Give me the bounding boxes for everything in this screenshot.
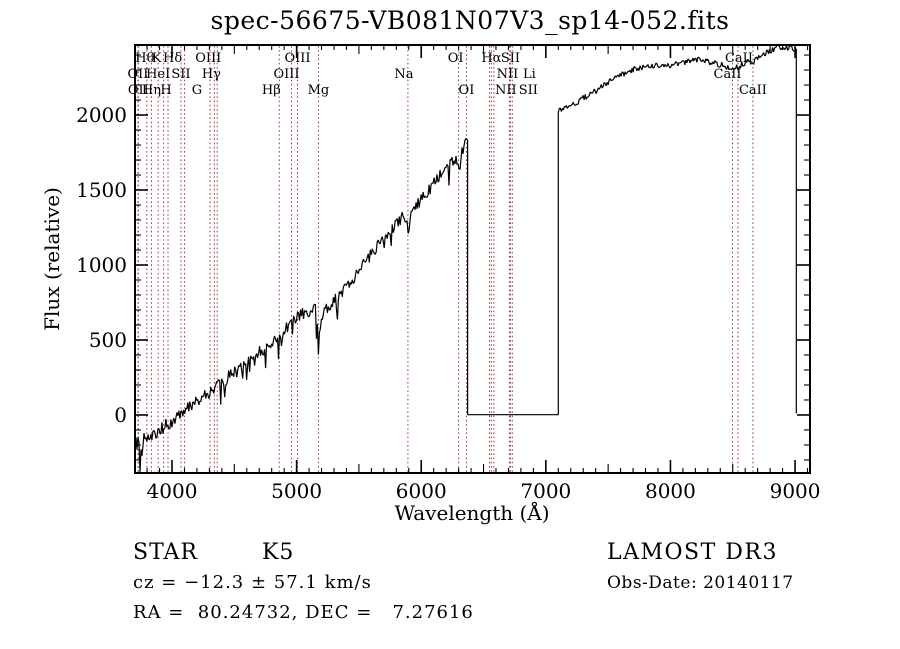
y-tick-label: 500 <box>88 327 127 352</box>
spectral-line-label: Na <box>394 67 414 82</box>
spectral-line-label: OIII <box>284 51 311 66</box>
spectral-line-label: OIII <box>273 67 300 82</box>
x-tick-label: 7000 <box>520 479 572 503</box>
spectral-line-label: Li <box>523 67 536 82</box>
x-tick-label: 6000 <box>395 479 447 503</box>
plot-frame <box>134 44 811 474</box>
spectral-line-label: K <box>151 51 162 66</box>
y-tick-label: 1500 <box>76 178 127 203</box>
spectral-line-label: Mg <box>307 83 330 98</box>
spectral-line-label: OI <box>447 51 464 66</box>
x-tick-label: 5000 <box>271 479 323 503</box>
spectral-line-label: OI <box>458 83 475 98</box>
spectral-line-label: SII <box>171 67 191 82</box>
survey-release-text: LAMOST DR3 <box>607 540 778 565</box>
spectral-line-label: Hγ <box>201 67 221 82</box>
spectral-line-label: OIII <box>195 51 222 66</box>
spectral-line-label: Hβ <box>261 83 281 98</box>
spectral-line-label: OII <box>127 67 149 82</box>
x-tick-label: 4000 <box>146 479 198 503</box>
spectral-line-label: NII <box>495 83 517 98</box>
obs-date-text: Obs-Date: 20140117 <box>607 573 794 593</box>
cz-velocity-text: cz = −12.3 ± 57.1 km/s <box>133 572 372 593</box>
spectral-line-label: OII <box>127 83 149 98</box>
y-tick-label: 2000 <box>76 103 127 128</box>
spectral-line-label: SII <box>518 83 538 98</box>
spectral-line-label: G <box>191 83 203 98</box>
spectral-line-label: CaII <box>713 67 742 82</box>
spectral-line-label: SII <box>500 51 521 66</box>
spectral-line-label: NII <box>496 67 519 82</box>
x-tick-label: 8000 <box>644 479 696 503</box>
spectral-line-label: Hδ <box>163 51 183 66</box>
spectral-line-label: HeI <box>146 67 171 82</box>
spectral-line-label: Hη <box>141 83 162 98</box>
x-axis-label: Wavelength (Å) <box>394 501 550 525</box>
x-tick-label: 9000 <box>769 479 821 503</box>
plot-title: spec-56675-VB081N07V3_sp14-052.fits <box>210 6 730 35</box>
spectral-line-label: Hα <box>481 51 502 66</box>
classification-text: STAR K5 <box>133 540 295 565</box>
y-tick-label: 1000 <box>76 252 127 277</box>
spectral-line-label: CaII <box>724 51 753 66</box>
spectral-line-label: CaII <box>738 83 767 98</box>
spectral-line-label: Hθ <box>135 51 155 66</box>
ra-dec-text: RA = 80.24732, DEC = 7.27616 <box>133 602 474 623</box>
y-tick-label: 0 <box>114 402 127 427</box>
spectral-line-label: H <box>160 83 172 98</box>
spectrum-trace <box>134 44 797 473</box>
